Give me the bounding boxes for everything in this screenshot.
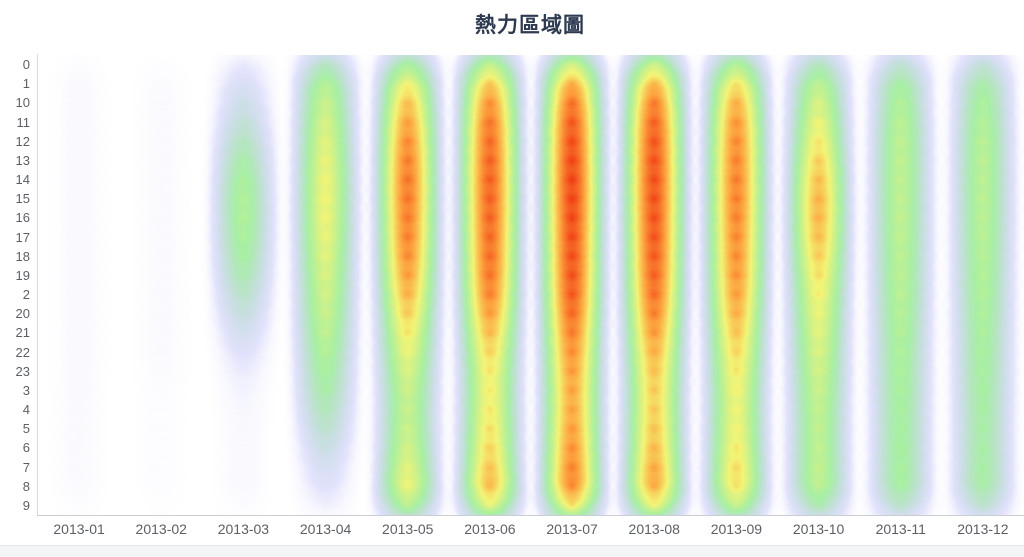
y-axis-label: 6: [22, 440, 30, 456]
y-axis-label: 21: [15, 325, 30, 341]
heatmap-chart-card: 熱力區域圖 0 1 10 11 12 13 14 15 16 17 18 19 2 20 21 22 23 3 4 5…: [15, 14, 1024, 537]
y-axis-label: 20: [15, 306, 30, 322]
page-footer-strip: [0, 545, 1024, 557]
y-axis-label: 9: [22, 497, 30, 513]
x-axis-label: 2013-10: [792, 521, 845, 537]
y-axis-label: 15: [15, 191, 30, 207]
y-axis-label: 19: [15, 267, 30, 283]
y-axis-label: 23: [15, 363, 30, 379]
x-axis-label: 2013-07: [546, 521, 598, 537]
y-axis-label: 17: [15, 229, 30, 245]
heatmap-canvas[interactable]: [38, 55, 1024, 515]
y-axis-label: 18: [15, 248, 30, 264]
y-axis-label: 1: [22, 76, 30, 92]
y-axis-label: 14: [15, 172, 30, 187]
y-axis-label: 2: [22, 287, 30, 302]
y-axis-label: 5: [22, 421, 30, 437]
y-axis-label: 0: [22, 57, 30, 72]
y-axis-label: 10: [15, 95, 30, 111]
x-axis-label: 2013-11: [875, 521, 926, 537]
x-axis-label: 2013-01: [53, 521, 105, 537]
x-axis-label: 2013-06: [464, 521, 516, 537]
y-axis-label: 12: [15, 133, 30, 149]
x-axis-label: 2013-12: [957, 521, 1009, 537]
y-axis-line: [37, 54, 38, 515]
chart-title: 熱力區域圖: [475, 14, 585, 37]
x-axis-label: 2013-08: [628, 521, 680, 537]
x-axis-label: 2013-09: [710, 521, 763, 537]
x-axis-label: 2013-03: [217, 521, 270, 537]
y-axis-label: 22: [15, 344, 30, 360]
y-axis-label: 16: [15, 210, 30, 226]
x-axis-line: [37, 515, 1024, 516]
y-axis-label: 3: [22, 382, 30, 398]
x-axis-label: 2013-02: [135, 521, 187, 537]
x-axis-label: 2013-05: [382, 521, 434, 537]
y-axis-label: 8: [22, 478, 30, 494]
y-axis-label: 13: [15, 152, 30, 168]
y-axis-label: 4: [22, 402, 30, 417]
y-axis-label: 7: [22, 459, 30, 475]
x-axis-label: 2013-04: [299, 521, 352, 537]
y-axis-label: 11: [16, 114, 31, 130]
